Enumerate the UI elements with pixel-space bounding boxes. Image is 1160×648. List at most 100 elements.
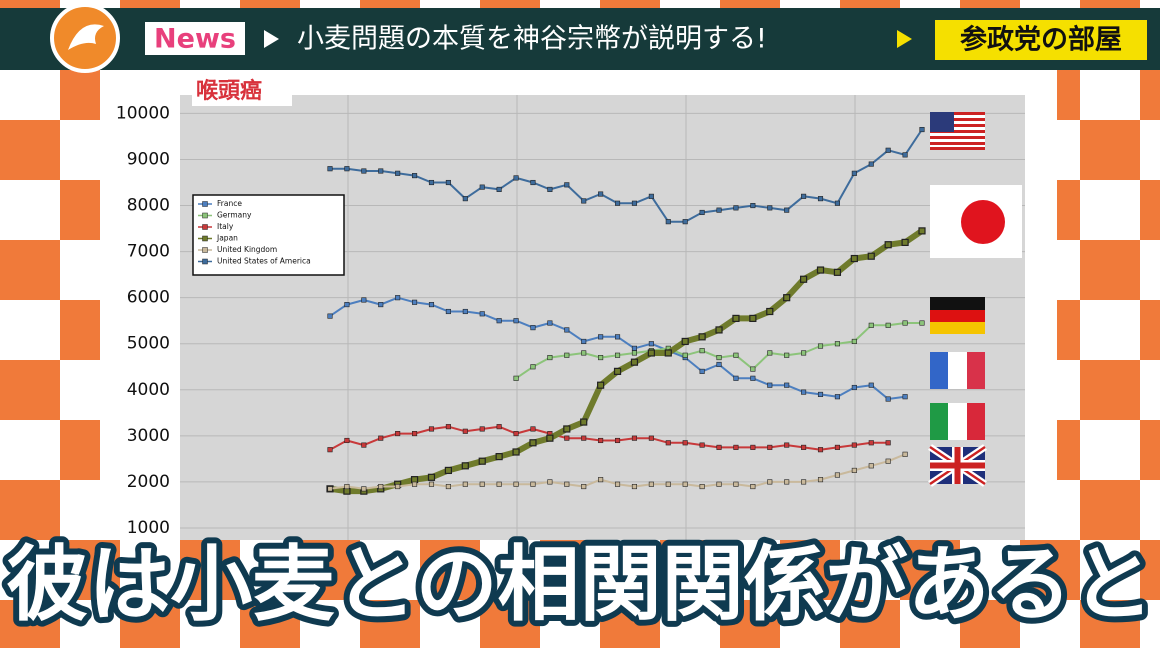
data-point bbox=[631, 483, 638, 490]
flags bbox=[928, 112, 1022, 487]
channel-name: 参政党の部屋 bbox=[960, 24, 1122, 56]
legend-entries: France Germany Italy Japan United Kingdom Uni… bbox=[198, 199, 311, 266]
legend-label: Italy bbox=[217, 222, 234, 231]
data-point bbox=[682, 352, 688, 358]
y-grid bbox=[180, 112, 1025, 529]
data-point bbox=[681, 337, 689, 346]
legend-marker bbox=[202, 212, 208, 219]
data-point bbox=[902, 152, 908, 158]
data-point bbox=[885, 322, 891, 328]
data-point bbox=[428, 481, 435, 487]
legend bbox=[192, 194, 345, 276]
data-point bbox=[598, 191, 604, 197]
legend-label: United States of America bbox=[217, 257, 311, 266]
y-tick-label: 3000 bbox=[127, 426, 170, 446]
data-point bbox=[699, 348, 705, 354]
data-point bbox=[767, 479, 773, 485]
data-point bbox=[733, 375, 739, 381]
data-point bbox=[716, 207, 722, 213]
data-point bbox=[445, 483, 451, 490]
data-point bbox=[885, 458, 891, 464]
data-point bbox=[513, 375, 519, 381]
data-point bbox=[648, 481, 654, 487]
data-point bbox=[799, 275, 808, 283]
data-point bbox=[784, 479, 790, 485]
data-point bbox=[801, 389, 807, 395]
data-point bbox=[395, 483, 401, 490]
legend-marker bbox=[202, 224, 208, 230]
data-point bbox=[699, 483, 705, 490]
data-point bbox=[850, 254, 858, 263]
data-point bbox=[479, 481, 485, 487]
data-point bbox=[631, 200, 638, 206]
data-point bbox=[547, 355, 553, 361]
data-point bbox=[766, 307, 774, 316]
logo-bird bbox=[68, 24, 104, 50]
data-point bbox=[767, 382, 773, 388]
flag-france bbox=[930, 352, 985, 389]
data-point bbox=[428, 302, 435, 308]
flag-germany bbox=[930, 297, 985, 334]
data-point bbox=[479, 426, 485, 432]
data-point bbox=[546, 434, 554, 442]
data-point bbox=[445, 179, 451, 186]
news-tag: News bbox=[154, 24, 236, 55]
data-point bbox=[699, 368, 705, 374]
data-point bbox=[784, 382, 790, 388]
data-point bbox=[478, 457, 486, 465]
data-point bbox=[801, 479, 807, 485]
y-tick-label: 10000 bbox=[116, 103, 170, 123]
data-point bbox=[462, 308, 468, 315]
data-point bbox=[564, 327, 570, 333]
data-point bbox=[801, 193, 807, 199]
data-point bbox=[445, 308, 451, 315]
data-point bbox=[733, 481, 739, 487]
data-point bbox=[868, 382, 874, 388]
data-point bbox=[327, 166, 333, 172]
data-point bbox=[395, 295, 401, 301]
data-point bbox=[581, 483, 587, 490]
data-point bbox=[851, 384, 857, 391]
data-point bbox=[564, 435, 570, 441]
data-point bbox=[513, 481, 519, 487]
data-point bbox=[884, 241, 892, 249]
data-point bbox=[801, 444, 807, 450]
data-point bbox=[784, 352, 790, 358]
data-point bbox=[378, 483, 384, 490]
data-point bbox=[361, 297, 367, 303]
series-lines bbox=[326, 126, 926, 495]
data-point bbox=[919, 126, 925, 133]
data-point bbox=[885, 440, 891, 446]
data-point bbox=[580, 418, 588, 426]
data-point bbox=[901, 238, 909, 247]
y-tick-label: 1000 bbox=[127, 518, 170, 538]
data-point bbox=[767, 444, 773, 450]
data-point bbox=[816, 266, 825, 274]
data-point bbox=[868, 322, 874, 328]
data-point bbox=[733, 352, 739, 358]
data-point bbox=[512, 448, 520, 456]
data-point bbox=[412, 173, 418, 179]
data-point bbox=[344, 437, 350, 444]
data-point bbox=[462, 481, 468, 487]
data-point bbox=[716, 355, 722, 361]
data-point bbox=[750, 375, 756, 381]
legend-marker bbox=[202, 235, 208, 242]
data-point bbox=[412, 299, 418, 305]
data-point bbox=[613, 367, 622, 375]
legend-marker bbox=[202, 247, 208, 253]
data-point bbox=[598, 437, 604, 444]
data-point bbox=[614, 352, 621, 358]
data-point bbox=[851, 467, 857, 473]
data-point bbox=[902, 394, 908, 400]
data-point bbox=[817, 477, 824, 483]
data-point bbox=[834, 394, 840, 400]
data-point bbox=[834, 200, 840, 206]
data-point bbox=[547, 320, 553, 326]
chart-title-box bbox=[192, 78, 292, 106]
data-point bbox=[631, 345, 638, 351]
legend-label: Germany bbox=[217, 211, 252, 220]
video-title: 小麦問題の本質を神谷宗幣が説明する! bbox=[297, 24, 767, 55]
data-point bbox=[851, 442, 857, 448]
